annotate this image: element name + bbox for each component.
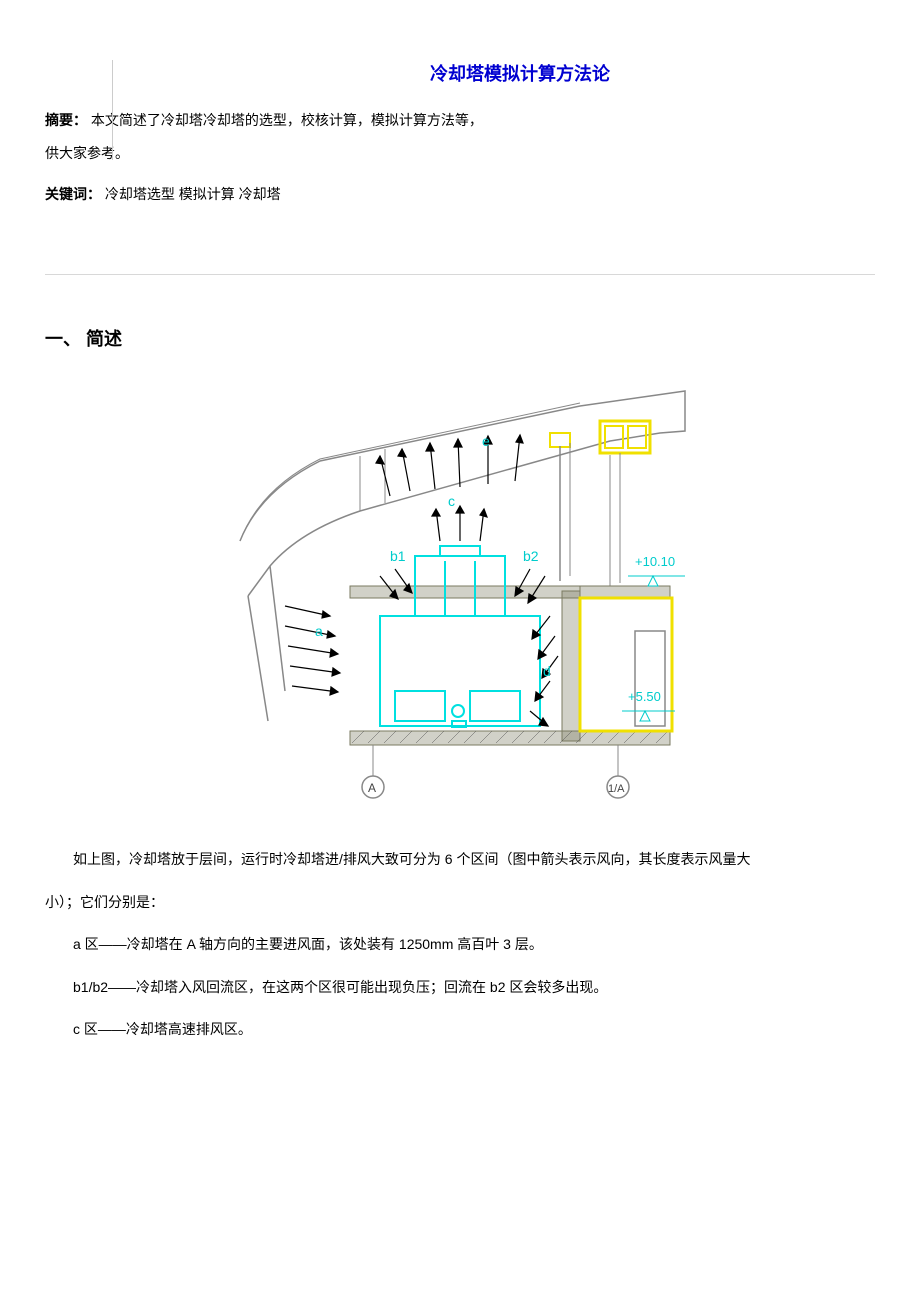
body-text: 如上图，冷却塔放于层间，运行时冷却塔进/排风大致可分为 6 个区间（图中箭头表示…: [45, 841, 875, 1047]
abstract-cont: 供大家参考。: [45, 141, 875, 166]
para-a: a 区——冷却塔在 A 轴方向的主要进风面，该处装有 1250mm 高百叶 3 …: [45, 926, 875, 962]
label-b2: b2: [523, 548, 539, 564]
abstract: 摘要： 本文简述了冷却塔冷却塔的选型，校核计算，模拟计算方法等，: [45, 108, 875, 133]
para-c: c 区——冷却塔高速排风区。: [45, 1011, 875, 1047]
section-heading-1: 一、 简述: [45, 325, 875, 351]
divider: [45, 274, 875, 275]
para-intro: 如上图，冷却塔放于层间，运行时冷却塔进/排风大致可分为 6 个区间（图中箭头表示…: [45, 841, 875, 877]
para-intro2: 小）；它们分别是：: [45, 884, 875, 920]
elev-550: +5.50: [628, 689, 661, 704]
keywords: 关键词： 冷却塔选型 模拟计算 冷却塔: [45, 184, 875, 204]
label-b1: b1: [390, 548, 406, 564]
label-a: a: [315, 623, 323, 639]
axis-a: A: [368, 781, 376, 795]
label-d: d: [543, 663, 551, 679]
abstract-label: 摘要：: [45, 112, 87, 128]
label-e: e: [482, 433, 490, 449]
abstract-text: 本文简述了冷却塔冷却塔的选型，校核计算，模拟计算方法等，: [91, 112, 483, 128]
keywords-text: 冷却塔选型 模拟计算 冷却塔: [105, 186, 281, 202]
elev-1010: +10.10: [635, 554, 675, 569]
para-b: b1/b2——冷却塔入风回流区，在这两个区很可能出现负压；回流在 b2 区会较多…: [45, 969, 875, 1005]
keywords-label: 关键词：: [45, 186, 101, 202]
cooling-tower-diagram: a b1 b2 c d e +10.10 +5.50 A 1/A: [230, 381, 690, 811]
page-title: 冷却塔模拟计算方法论: [165, 60, 875, 86]
label-c: c: [448, 493, 455, 509]
diagram-container: a b1 b2 c d e +10.10 +5.50 A 1/A: [45, 381, 875, 811]
axis-1a: 1/A: [608, 783, 625, 795]
